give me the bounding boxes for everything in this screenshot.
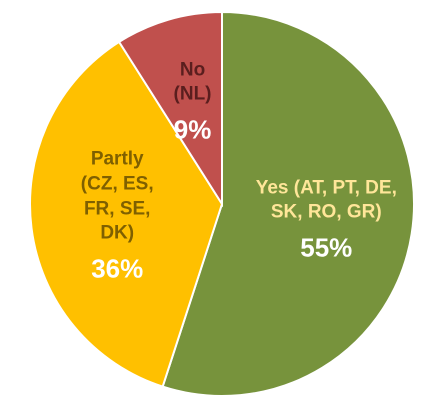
category-label: Yes (AT, PT, DE, SK, RO, GR) — [255, 176, 397, 223]
pie-slice — [29, 40, 224, 388]
value-label: 36% — [91, 253, 144, 284]
pie-slice — [117, 10, 223, 208]
category-label: Partly (CZ, ES, FR, SE, DK) — [80, 148, 154, 245]
value-label: 55% — [300, 232, 353, 263]
slice-label: No (NL) 9% — [165, 58, 220, 147]
slice-label: Partly (CZ, ES, FR, SE, DK) 36% — [75, 148, 160, 287]
pie-slice — [161, 10, 415, 397]
value-label: 9% — [173, 114, 212, 145]
slice-label: Yes (AT, PT, DE, SK, RO, GR) 55% — [251, 176, 401, 265]
category-label: No (NL) — [173, 58, 212, 105]
